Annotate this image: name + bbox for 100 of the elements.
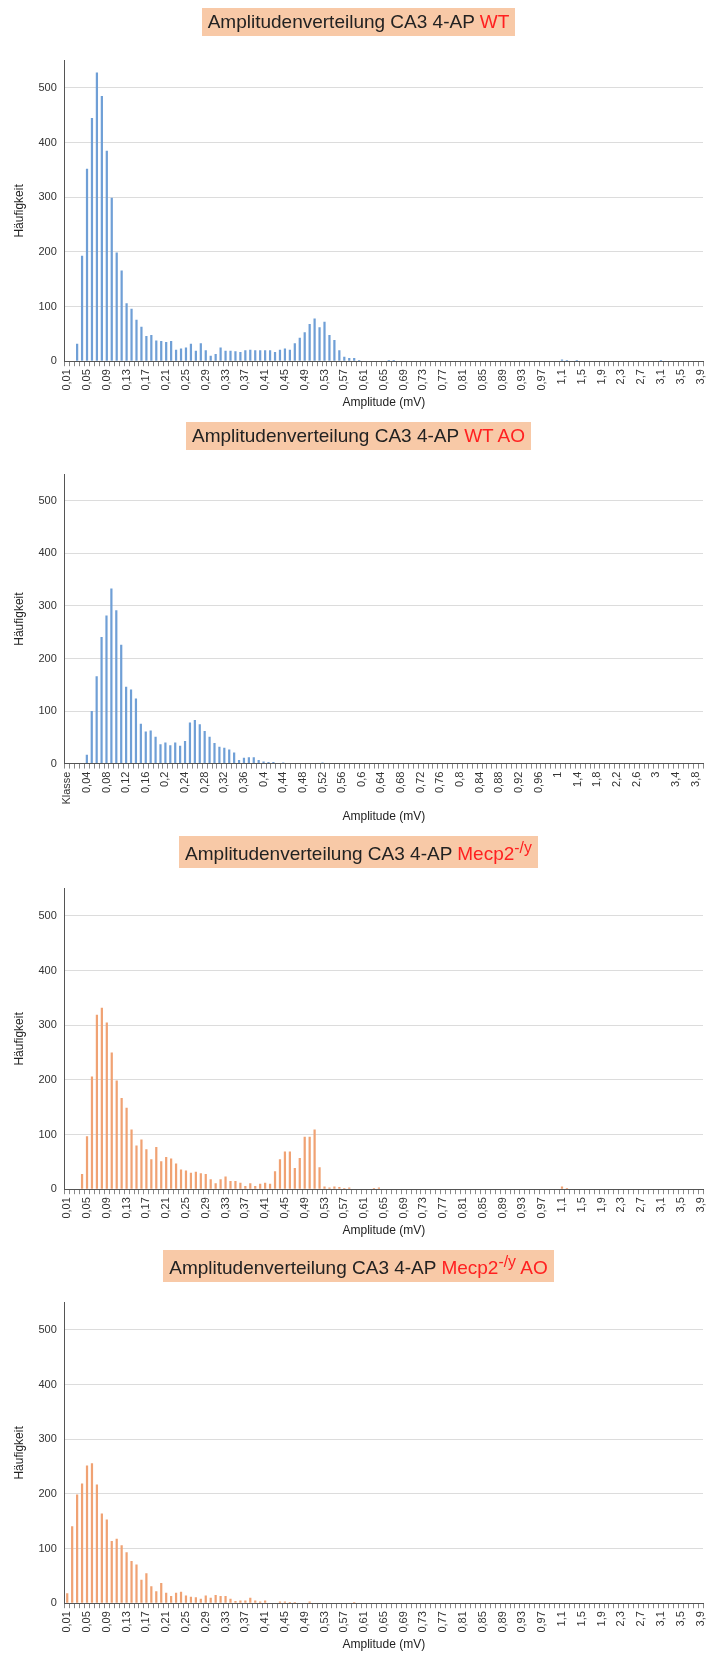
- x-tick-label: 0,93: [515, 1197, 528, 1219]
- x-tick-label: 1,5: [574, 1611, 587, 1627]
- bar: [150, 1159, 153, 1189]
- bar: [254, 350, 257, 361]
- x-tick-label: 1,9: [594, 369, 607, 385]
- y-tick-label: 500: [38, 1322, 57, 1335]
- x-tick-label: 1,5: [574, 1197, 587, 1213]
- bar: [134, 698, 138, 764]
- bar: [110, 197, 113, 361]
- bar: [234, 1180, 237, 1189]
- bar: [184, 1170, 188, 1189]
- bar: [249, 1597, 252, 1603]
- bar: [244, 1185, 247, 1189]
- x-tick-label: 2,3: [614, 1197, 627, 1213]
- bar: [135, 1564, 138, 1603]
- x-tick-label: 1,1: [555, 1611, 568, 1627]
- x-tick-label: 0,48: [295, 771, 308, 794]
- bar: [259, 1183, 262, 1189]
- bar: [239, 1182, 242, 1189]
- bar: [249, 349, 252, 361]
- bar: [268, 1183, 272, 1189]
- y-tick-label: 0: [50, 1596, 57, 1609]
- bar: [333, 1186, 336, 1189]
- x-tick-label: 0,21: [159, 1197, 172, 1219]
- x-tick-label: 0,89: [495, 369, 508, 391]
- bar: [224, 1596, 227, 1603]
- bar: [115, 610, 118, 764]
- bar: [95, 1014, 99, 1189]
- x-tick-label: 0,52: [315, 771, 328, 794]
- bar: [105, 1519, 108, 1603]
- bar: [213, 743, 216, 764]
- bar: [318, 1167, 321, 1189]
- y-tick-label: 300: [38, 1018, 57, 1031]
- x-tick-label: 0,05: [80, 1197, 93, 1219]
- x-tick-label: 0,81: [456, 369, 469, 391]
- bar: [135, 1145, 138, 1189]
- bar: [125, 686, 128, 764]
- x-tick-label: 0,45: [277, 1197, 290, 1219]
- x-tick-label: 2,2: [610, 771, 623, 787]
- x-tick-label: 1,4: [570, 771, 583, 787]
- chart-title: Amplitudenverteilung CA3 4-AP: [185, 843, 452, 865]
- x-tick-label: 0,64: [374, 771, 387, 794]
- y-tick-label: 400: [38, 1377, 57, 1390]
- bar: [120, 644, 123, 764]
- x-tick-label: 0,85: [475, 1611, 488, 1633]
- x-tick-label: 0,01: [60, 369, 73, 391]
- bar: [174, 349, 178, 361]
- bar: [145, 336, 148, 361]
- bar: [273, 351, 277, 361]
- x-tick-label: 0,69: [396, 1611, 409, 1633]
- x-tick-label: 0,57: [337, 1611, 350, 1633]
- x-tick-label: 0,73: [416, 1197, 429, 1219]
- x-tick-label: 0,12: [119, 771, 132, 794]
- bar: [145, 1573, 148, 1603]
- x-tick-label: 0,85: [475, 369, 488, 391]
- x-tick-label: 0,93: [515, 1611, 528, 1633]
- y-axis-title: Häufigkeit: [11, 591, 26, 646]
- y-tick-label: 400: [38, 135, 57, 148]
- x-tick-label: 0,4: [256, 771, 269, 787]
- x-tick-label: 0,25: [179, 1611, 191, 1633]
- x-tick-label: 0,76: [433, 771, 446, 794]
- x-tick-label: 2,7: [634, 1611, 647, 1627]
- bar: [308, 324, 311, 361]
- x-tick-label: 1,1: [555, 369, 568, 385]
- bar: [135, 319, 138, 361]
- bar: [189, 1596, 193, 1603]
- x-tick-label: 0,17: [139, 369, 152, 391]
- x-tick-label: 0,17: [139, 1611, 152, 1633]
- bar: [110, 1052, 113, 1189]
- bar: [80, 1173, 84, 1189]
- bar: [90, 711, 93, 764]
- x-tick-label: 0,37: [238, 369, 251, 391]
- x-tick-label: 0,13: [119, 1197, 132, 1219]
- y-tick-label: 0: [50, 756, 57, 769]
- bar: [338, 350, 341, 361]
- x-tick-label: 0,09: [99, 1611, 112, 1633]
- x-tick-label: 0,41: [258, 1197, 271, 1219]
- bar: [247, 757, 250, 764]
- x-axis-title: Amplitude (mV): [342, 395, 426, 410]
- bar: [254, 1185, 257, 1189]
- bar: [130, 1129, 133, 1189]
- bar: [115, 1538, 118, 1603]
- bar: [353, 357, 356, 361]
- x-tick-label: 0,21: [159, 369, 172, 391]
- x-tick-label: 1,9: [594, 1197, 607, 1213]
- x-tick-label: 0,08: [99, 771, 112, 794]
- x-tick-label: 2,7: [634, 1197, 647, 1213]
- x-tick-label: 0,65: [376, 369, 389, 391]
- bar: [150, 334, 153, 361]
- bar: [199, 1173, 202, 1189]
- bar: [259, 350, 262, 361]
- bar: [100, 96, 103, 361]
- bar: [209, 1179, 212, 1189]
- bar: [139, 723, 142, 764]
- bar: [224, 350, 227, 361]
- x-tick-label: 0,61: [357, 369, 370, 391]
- bar: [229, 350, 232, 361]
- y-tick-label: 0: [50, 354, 57, 367]
- x-axis-title: Amplitude (mV): [342, 809, 426, 824]
- x-tick-label: 0,49: [297, 1197, 310, 1219]
